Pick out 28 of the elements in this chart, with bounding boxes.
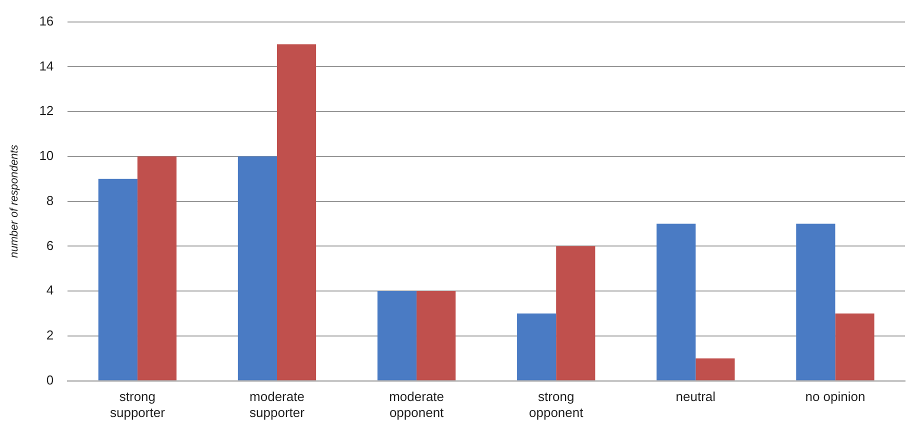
- y-tick-label: 6: [46, 238, 54, 253]
- x-tick-label: neutral: [676, 389, 716, 404]
- y-tick-label: 12: [39, 103, 54, 118]
- bar: [98, 178, 138, 380]
- x-tick-label: strong supporter: [110, 389, 166, 420]
- bar: [517, 313, 556, 380]
- y-tick-label: 10: [39, 148, 54, 164]
- bar: [377, 291, 417, 380]
- y-tick-label: 8: [46, 192, 54, 208]
- x-tick-label: moderate supporter: [250, 389, 306, 420]
- x-tick-label: no opinion: [805, 389, 866, 404]
- y-tick-label: 0: [46, 372, 54, 388]
- bar: [137, 156, 177, 380]
- bar: [556, 246, 596, 380]
- x-tick-label: moderate opponent: [389, 389, 444, 420]
- y-tick-label: 4: [46, 282, 54, 298]
- bar: [796, 224, 836, 380]
- bar: [656, 224, 696, 380]
- y-tick-label: 16: [39, 13, 54, 28]
- x-tick-label: strong opponent: [528, 389, 584, 420]
- bar: [238, 156, 277, 380]
- bar: [835, 313, 874, 380]
- bar: [276, 44, 316, 380]
- y-tick-label: 2: [46, 328, 54, 343]
- bar: [416, 291, 456, 380]
- y-tick-label: 14: [39, 58, 54, 74]
- bar: [696, 358, 735, 380]
- y-axis-title: number of respondents: [8, 144, 21, 258]
